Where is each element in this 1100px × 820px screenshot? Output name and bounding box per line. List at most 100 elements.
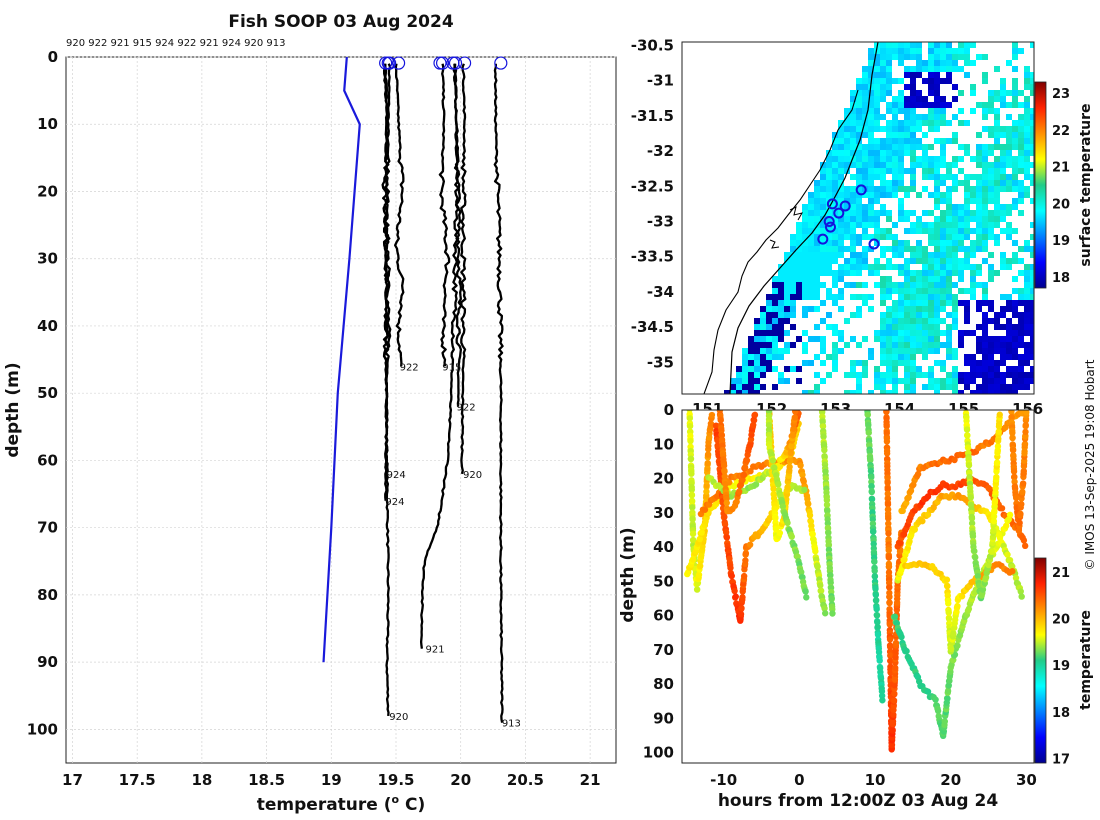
lat-tick-label: -31 <box>647 72 674 90</box>
sst-cell <box>946 48 952 54</box>
sst-cell <box>952 378 958 384</box>
sst-cell <box>1006 372 1012 378</box>
sst-cell <box>1006 210 1012 216</box>
sst-cell <box>814 180 820 186</box>
sst-cell <box>946 204 952 210</box>
sst-cell <box>922 330 928 336</box>
sst-cell <box>916 372 922 378</box>
sst-cell <box>1012 300 1018 306</box>
sst-cell <box>790 246 796 252</box>
sst-cell <box>880 234 886 240</box>
sst-cell <box>970 174 976 180</box>
sst-cell <box>874 222 880 228</box>
sst-cell <box>934 318 940 324</box>
sst-cell <box>940 174 946 180</box>
sst-cell <box>754 342 760 348</box>
sst-cell <box>868 102 874 108</box>
sst-cell <box>808 240 814 246</box>
temperature-point <box>1009 568 1016 575</box>
temperature-point <box>821 605 828 612</box>
sst-cell <box>814 204 820 210</box>
sst-cell <box>916 138 922 144</box>
sst-cell <box>826 222 832 228</box>
sst-cell <box>844 204 850 210</box>
sst-cell <box>862 72 868 78</box>
sst-cell <box>964 144 970 150</box>
x-tick-label: 21 <box>580 771 601 789</box>
temperature-point <box>883 410 890 415</box>
temperature-point <box>874 623 881 631</box>
surface-marker <box>457 56 472 70</box>
temperature-point <box>868 473 875 481</box>
sst-cell <box>838 294 844 300</box>
sst-cell <box>850 138 856 144</box>
sst-colorbar-tick: 18 <box>1052 271 1070 286</box>
sst-cell <box>892 288 898 294</box>
temperature-point <box>1010 468 1018 475</box>
temperature-point <box>728 572 735 580</box>
temperature-colorbar-tick: 19 <box>1052 659 1070 674</box>
sst-cell <box>916 270 922 276</box>
sst-cell <box>976 222 982 228</box>
sst-cell <box>910 78 916 84</box>
sst-cell <box>1006 318 1012 324</box>
sst-cell <box>880 324 886 330</box>
sst-cell <box>868 144 874 150</box>
sst-cell <box>922 288 928 294</box>
sst-cell <box>934 378 940 384</box>
sst-cell <box>778 354 784 360</box>
sst-cell <box>898 54 904 60</box>
sst-cell <box>994 162 1000 168</box>
sst-cell <box>796 276 802 282</box>
temperature-point <box>950 630 957 637</box>
sst-cell <box>946 342 952 348</box>
sst-cell <box>952 390 958 394</box>
sst-cell <box>790 252 796 258</box>
sst-cell <box>898 270 904 276</box>
temperature-point <box>990 517 998 525</box>
sst-cell <box>904 318 910 324</box>
sst-cell <box>904 312 910 318</box>
sst-cell <box>928 48 934 54</box>
sst-cell <box>1024 360 1030 366</box>
sst-cell <box>736 366 742 372</box>
temperature-point <box>886 584 893 591</box>
sst-cell <box>1030 348 1034 354</box>
sst-cell <box>1012 372 1018 378</box>
sst-cell <box>838 336 844 342</box>
sst-cell <box>916 330 922 336</box>
sst-cell <box>964 354 970 360</box>
sst-cell <box>1000 378 1006 384</box>
sst-cell <box>892 42 898 48</box>
sst-cell <box>898 300 904 306</box>
y-tick-label: 60 <box>37 451 58 469</box>
sst-cell <box>850 132 856 138</box>
temperature-point <box>945 615 953 622</box>
sst-cell <box>970 156 976 162</box>
sst-cell <box>994 156 1000 162</box>
sst-cell <box>766 348 772 354</box>
sst-cell <box>856 390 862 394</box>
sst-cell <box>952 264 958 270</box>
sst-cell <box>904 324 910 330</box>
sst-cell <box>922 102 928 108</box>
sst-cell <box>1018 300 1024 306</box>
station-marker <box>826 198 838 210</box>
sst-cell <box>916 318 922 324</box>
sst-cell <box>976 156 982 162</box>
sst-cell <box>976 264 982 270</box>
depth-tick-label: 80 <box>653 675 674 693</box>
sst-cell <box>916 324 922 330</box>
sst-cell <box>922 120 928 126</box>
sst-cell <box>916 228 922 234</box>
sst-cell <box>784 276 790 282</box>
temperature-colorbar-tick: 17 <box>1052 752 1070 767</box>
temperature-point <box>727 564 734 572</box>
sst-cell <box>928 102 934 108</box>
profile-id-header: 920 922 921 915 924 922 921 924 920 913 <box>66 38 285 49</box>
sst-cell <box>934 306 940 312</box>
sst-cell <box>940 102 946 108</box>
temperature-point <box>883 423 890 430</box>
sst-cell <box>1012 366 1018 372</box>
sst-cell <box>1018 120 1024 126</box>
